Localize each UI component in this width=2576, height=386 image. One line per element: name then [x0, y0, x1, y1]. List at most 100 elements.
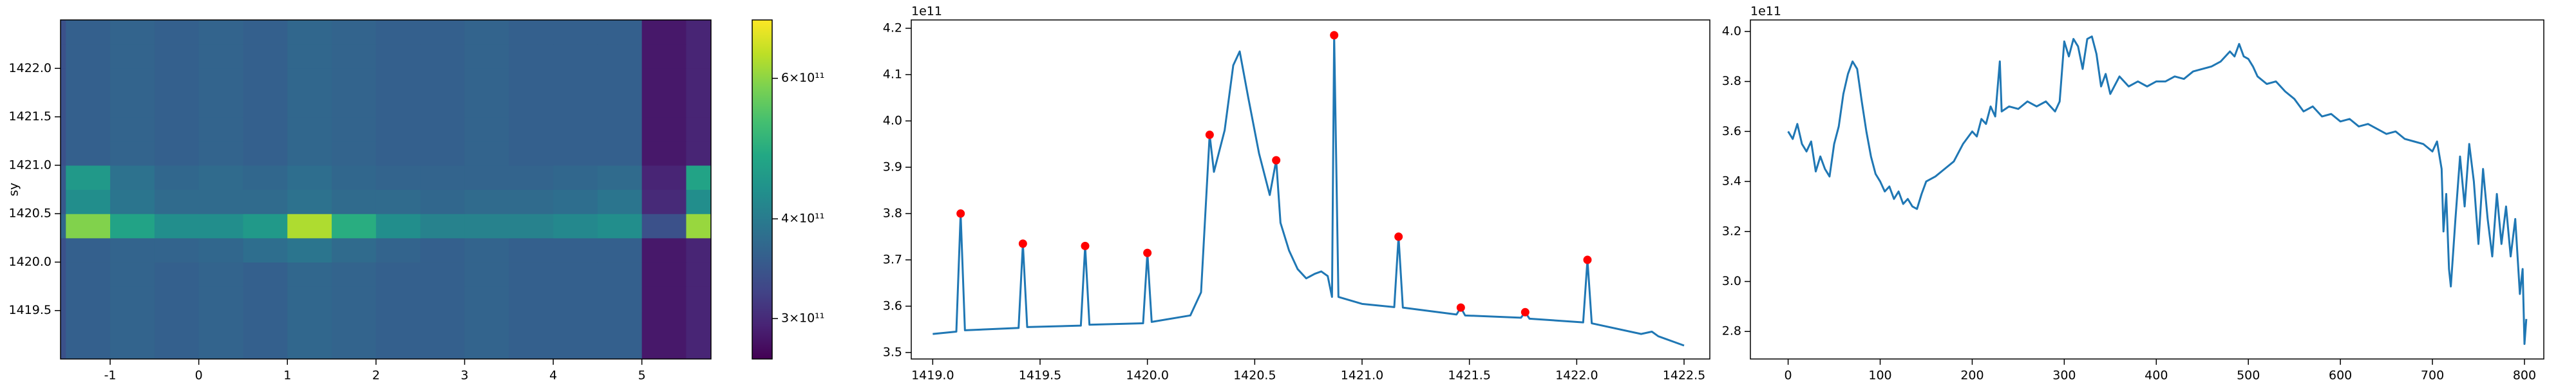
heatmap-cell [686, 141, 711, 166]
heatmap-cell [110, 286, 155, 311]
heatmap-cell [198, 262, 244, 287]
heatmap-cell [641, 20, 687, 45]
heatmap-cell [198, 20, 244, 45]
heatmap-cell [287, 214, 332, 239]
heatmap-cell [641, 44, 687, 69]
heatmap-cell [198, 335, 244, 359]
heatmap-cell [420, 44, 466, 69]
heatmap-cell [464, 335, 509, 359]
heatmap-cell [553, 165, 598, 190]
heatmap-cell [509, 141, 554, 166]
colorbar-tick-label: 4×10¹¹ [781, 212, 824, 226]
heatmap-cell [154, 44, 200, 69]
heatmap-cell [686, 92, 711, 118]
heatmap-cell [597, 335, 643, 359]
heatmap-cell [375, 68, 421, 93]
peak-marker [1143, 248, 1152, 257]
heatmap-cell [686, 335, 711, 359]
heatmap-cell [66, 68, 111, 93]
heatmap-cell [597, 237, 643, 263]
heatmap-cell [198, 116, 244, 142]
heatmap-cell [154, 165, 200, 190]
heatmap-cell [553, 68, 598, 93]
heatmap-cell [66, 310, 111, 335]
x-tick-label: 300 [2052, 369, 2076, 383]
heatmap-cell [420, 116, 466, 142]
heatmap-cell [420, 335, 466, 359]
heatmap-cell [61, 165, 66, 190]
heatmap-cell [287, 116, 332, 142]
heatmap-cell [420, 237, 466, 263]
heatmap-cell [198, 68, 244, 93]
heatmap-cell [509, 335, 554, 359]
heatmap-cell [464, 92, 509, 118]
heatmap-cell [509, 68, 554, 93]
y-tick-label: 3.4 [1722, 174, 1741, 188]
heatmap-cell [375, 189, 421, 214]
heatmap-cell [198, 286, 244, 311]
colorbar-tick-label: 3×10¹¹ [781, 311, 824, 326]
heatmap-cell [110, 335, 155, 359]
data-line [1787, 35, 2528, 345]
heatmap-cell [243, 310, 288, 335]
heatmap-cell [332, 165, 377, 190]
heatmap-cell [243, 141, 288, 166]
heatmap-cell [597, 286, 643, 311]
data-line [933, 34, 1685, 347]
heatmap-cell [464, 141, 509, 166]
heatmap-cell [332, 20, 377, 45]
y-tick-label: 3.8 [883, 206, 902, 220]
heatmap-cell [243, 335, 288, 359]
heatmap-cell [553, 189, 598, 214]
heatmap-cell [686, 286, 711, 311]
heatmap-cell [332, 286, 377, 311]
heatmap-cell [198, 44, 244, 69]
heatmap-cell [597, 165, 643, 190]
heatmap-cell [509, 262, 554, 287]
heatmap-cell [154, 189, 200, 214]
heatmap-cell [464, 44, 509, 69]
heatmap-cell [61, 286, 66, 311]
heatmap-cell [198, 310, 244, 335]
heatmap-cell [287, 286, 332, 311]
heatmap-cell [66, 141, 111, 166]
heatmap-cell [509, 116, 554, 142]
x-tick-label: -1 [104, 369, 117, 383]
heatmap-cell [597, 262, 643, 287]
heatmap-cell [198, 141, 244, 166]
heatmap-cell [243, 92, 288, 118]
heatmap-cell [154, 335, 200, 359]
heatmap-cell [375, 310, 421, 335]
heatmap-cell [464, 214, 509, 239]
heatmap-cell [375, 141, 421, 166]
heatmap-cell [553, 44, 598, 69]
heatmap-cell [597, 44, 643, 69]
colorbar [752, 19, 773, 360]
heatmap-cell [287, 44, 332, 69]
heatmap-cell [553, 286, 598, 311]
heatmap-cell [641, 335, 687, 359]
heatmap-cell [61, 262, 66, 287]
heatmap-cell [332, 214, 377, 239]
x-tick-label: 0 [195, 369, 203, 383]
heatmap-cell [375, 116, 421, 142]
x-tick-label: 500 [2237, 369, 2260, 383]
heatmap-cell [553, 237, 598, 263]
peak-marker [1018, 239, 1027, 248]
heatmap-cell [641, 237, 687, 263]
x-tick-label: 1419.0 [911, 369, 954, 383]
peak-marker [956, 209, 965, 218]
heatmap-cell [198, 237, 244, 263]
heatmap-cell [686, 116, 711, 142]
heatmap-cell [243, 165, 288, 190]
heatmap-cell [332, 141, 377, 166]
heatmap-cell [110, 92, 155, 118]
axes-frame [911, 19, 1710, 360]
heatmap-cell [686, 310, 711, 335]
peak-marker [1456, 303, 1465, 312]
colorbar-tick-label: 6×10¹¹ [781, 71, 824, 85]
heatmap-cell [61, 141, 66, 166]
x-tick-label: 700 [2421, 369, 2444, 383]
heatmap-cell [464, 262, 509, 287]
offset-text: 1e11 [911, 5, 942, 19]
